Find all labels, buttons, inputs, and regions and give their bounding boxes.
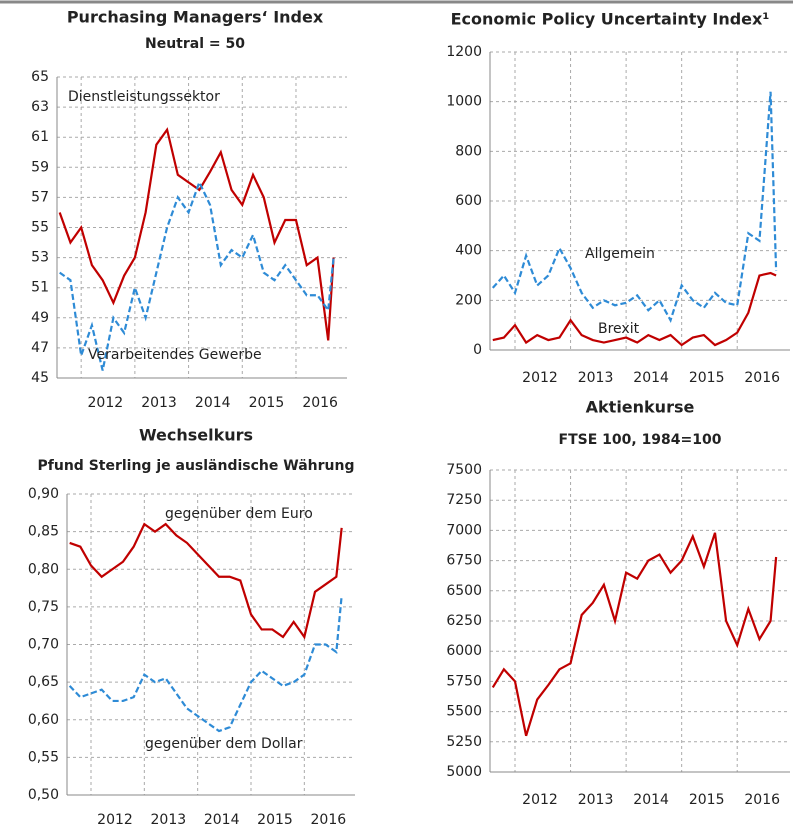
- y-tick-label: 0,50: [28, 787, 59, 803]
- y-tick-label: 63: [31, 99, 49, 115]
- series-label: Brexit: [598, 321, 640, 337]
- y-tick-label: 5250: [446, 734, 482, 750]
- line-series: [58, 127, 335, 341]
- chart-title: Economic Policy Uncertainty Index¹: [451, 10, 770, 29]
- y-tick-label: 1200: [446, 44, 482, 60]
- x-tick-label: 2013: [578, 370, 614, 386]
- x-tick-label: 2014: [633, 370, 669, 386]
- y-tick-label: 53: [31, 250, 49, 266]
- y-tick-label: 600: [455, 193, 482, 209]
- x-tick-label: 2015: [257, 812, 293, 828]
- x-tick-label: 2014: [195, 395, 231, 411]
- series-label: Dienstleistungssektor: [68, 89, 220, 105]
- chart-title: Aktienkurse: [586, 398, 695, 417]
- y-tick-label: 45: [31, 370, 49, 386]
- chart-title: Purchasing Managers‘ Index: [67, 8, 324, 27]
- x-tick-label: 2012: [88, 395, 124, 411]
- x-tick-label: 2015: [689, 792, 725, 808]
- line-series: [491, 91, 778, 323]
- chart-subtitle: FTSE 100, 1984=100: [559, 432, 722, 448]
- y-tick-label: 6750: [446, 553, 482, 569]
- line-series: [68, 595, 343, 733]
- y-tick-label: 0,70: [28, 637, 59, 653]
- y-tick-label: 7250: [446, 492, 482, 508]
- series-label: Allgemein: [585, 246, 655, 262]
- y-tick-label: 55: [31, 220, 49, 236]
- y-tick-label: 0,90: [28, 486, 59, 502]
- y-tick-label: 5750: [446, 673, 482, 689]
- line-series: [69, 522, 343, 640]
- y-tick-label: 57: [31, 189, 49, 205]
- x-tick-label: 2015: [249, 395, 285, 411]
- x-tick-label: 2016: [744, 792, 780, 808]
- chart-title: Wechselkurs: [139, 426, 253, 445]
- line-series: [491, 532, 778, 737]
- series-label: gegenüber dem Dollar: [145, 736, 303, 752]
- x-tick-label: 2014: [633, 792, 669, 808]
- y-tick-label: 5000: [446, 764, 482, 780]
- y-tick-label: 0,75: [28, 599, 59, 615]
- x-tick-label: 2013: [141, 395, 177, 411]
- y-tick-label: 0,65: [28, 674, 59, 690]
- y-tick-label: 61: [31, 129, 49, 145]
- y-tick-label: 47: [31, 340, 49, 356]
- y-tick-label: 65: [31, 69, 49, 85]
- x-tick-label: 2012: [522, 370, 558, 386]
- y-tick-label: 0,60: [28, 712, 59, 728]
- chart-subtitle: Neutral = 50: [145, 36, 245, 52]
- y-tick-label: 6500: [446, 583, 482, 599]
- series-label: gegenüber dem Euro: [165, 506, 313, 522]
- x-tick-label: 2015: [689, 370, 725, 386]
- y-tick-label: 0: [473, 342, 482, 358]
- y-tick-label: 51: [31, 280, 49, 296]
- x-tick-label: 2016: [311, 812, 347, 828]
- y-tick-label: 400: [455, 243, 482, 259]
- y-tick-label: 7000: [446, 522, 482, 538]
- y-tick-label: 1000: [446, 94, 482, 110]
- chart-subtitle: Pfund Sterling je ausländische Währung: [38, 458, 355, 474]
- x-tick-label: 2013: [578, 792, 614, 808]
- y-tick-label: 49: [31, 310, 49, 326]
- series-label: Verarbeitendes Gewerbe: [88, 347, 262, 363]
- x-tick-label: 2014: [204, 812, 240, 828]
- x-tick-label: 2013: [151, 812, 187, 828]
- y-tick-label: 7500: [446, 462, 482, 478]
- y-tick-label: 0,55: [28, 749, 59, 765]
- y-tick-label: 800: [455, 143, 482, 159]
- x-tick-label: 2016: [744, 370, 780, 386]
- x-tick-label: 2012: [522, 792, 558, 808]
- y-tick-label: 200: [455, 292, 482, 308]
- x-tick-label: 2016: [302, 395, 338, 411]
- y-tick-label: 6000: [446, 643, 482, 659]
- y-tick-label: 6250: [446, 613, 482, 629]
- y-tick-label: 5500: [446, 704, 482, 720]
- y-tick-label: 0,80: [28, 561, 59, 577]
- y-tick-label: 59: [31, 159, 49, 175]
- y-tick-label: 0,85: [28, 524, 59, 540]
- line-series: [492, 271, 777, 347]
- line-series: [59, 179, 335, 371]
- x-tick-label: 2012: [97, 812, 133, 828]
